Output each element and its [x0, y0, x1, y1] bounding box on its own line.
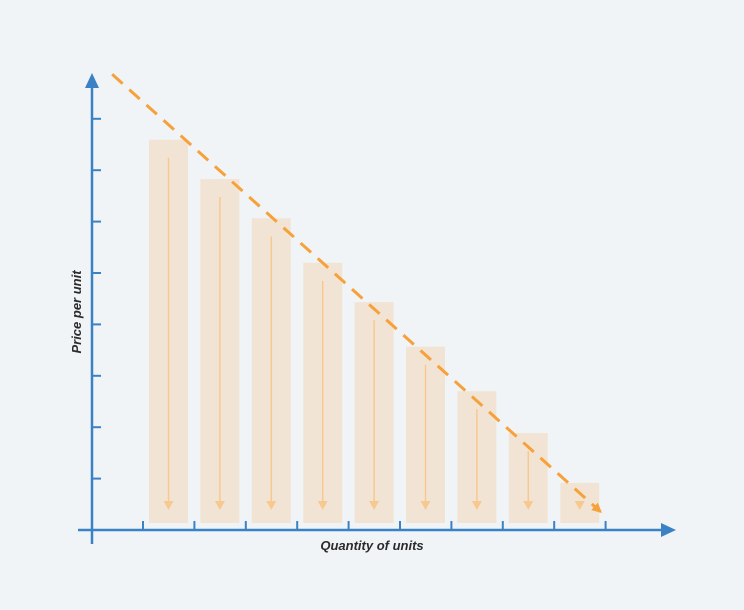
bar-arrow-head-7 — [471, 501, 482, 510]
bars-layer — [149, 139, 600, 524]
x-axis-label: Quantity of units — [320, 538, 423, 553]
bar-arrow-head-1 — [163, 501, 174, 510]
x-axis-arrow-icon — [661, 523, 676, 537]
y-axis-label: Price per unit — [69, 270, 84, 354]
trend-layer — [111, 73, 602, 514]
bar-arrow-head-8 — [523, 501, 534, 510]
bar-arrow-head-3 — [266, 501, 277, 510]
bar-arrow-head-2 — [214, 501, 225, 510]
y-axis-arrow-icon — [85, 73, 99, 88]
bar-arrow-head-9 — [574, 501, 585, 510]
bar-arrow-head-6 — [420, 501, 431, 510]
trend-line — [111, 73, 602, 514]
bar-arrow-head-5 — [369, 501, 380, 510]
bar-arrow-head-4 — [317, 501, 328, 510]
axes-layer — [78, 73, 676, 544]
